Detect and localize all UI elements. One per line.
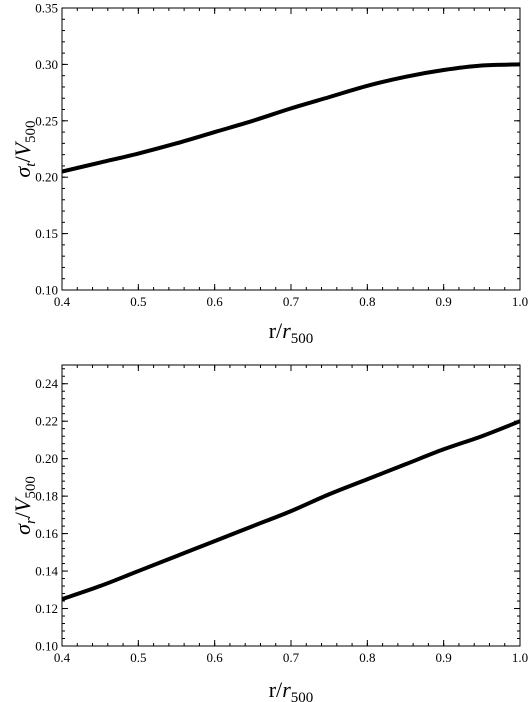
x-axis-label: r/r500 (269, 677, 314, 702)
y-axis-label: σr/V500 (10, 476, 39, 535)
y-tick-label: 0.20 (35, 170, 58, 185)
y-tick-label: 0.30 (35, 57, 58, 72)
x-tick-label: 0.7 (283, 650, 300, 665)
y-tick-label: 0.12 (35, 601, 58, 616)
y-tick-label: 0.10 (35, 639, 58, 654)
x-tick-label: 1.0 (512, 294, 528, 309)
y-tick-label: 0.10 (35, 283, 58, 298)
y-tick-label: 0.18 (35, 489, 58, 504)
y-tick-label: 0.25 (35, 113, 58, 128)
y-tick-label: 0.35 (35, 1, 58, 16)
chart-panel-1: 0.4 0.5 0.6 0.7 0.8 0.9 1.0 0.10 0.15 0.20 0.25 0.3… (10, 1, 528, 348)
plot-frame (61, 7, 521, 291)
series-line-1 (61, 419, 521, 602)
x-tick-label: 0.6 (207, 294, 224, 309)
x-tick-label: 0.9 (436, 294, 452, 309)
x-tick-label: 0.8 (359, 650, 375, 665)
x-tick-label: 0.5 (130, 294, 146, 309)
x-tick-label: 1.0 (512, 650, 528, 665)
x-tick-label: 0.9 (436, 650, 452, 665)
x-axis-label: r/r500 (269, 318, 314, 347)
y-tick-label: 0.22 (35, 414, 58, 429)
x-tick-label: 0.4 (54, 294, 71, 309)
x-tick-label: 0.5 (130, 650, 146, 665)
y-tick-label: 0.16 (35, 526, 58, 541)
x-tick-label: 0.4 (54, 650, 71, 665)
x-tick-label: 0.8 (359, 294, 375, 309)
x-tick-label: 0.6 (207, 650, 224, 665)
y-tick-label: 0.15 (35, 226, 58, 241)
y-axis-label: σt/V500 (10, 120, 39, 177)
y-tick-label: 0.20 (35, 451, 58, 466)
plot-frame (61, 364, 521, 647)
x-tick-label: 0.7 (283, 294, 300, 309)
chart-panel-2: 0.4 0.5 0.6 0.7 0.8 0.9 1.0 0.10 0.12 0.14 0.16 0.1… (10, 364, 528, 702)
y-tick-label: 0.24 (35, 376, 58, 391)
y-tick-label: 0.14 (35, 564, 58, 579)
series-line-1 (61, 62, 521, 174)
